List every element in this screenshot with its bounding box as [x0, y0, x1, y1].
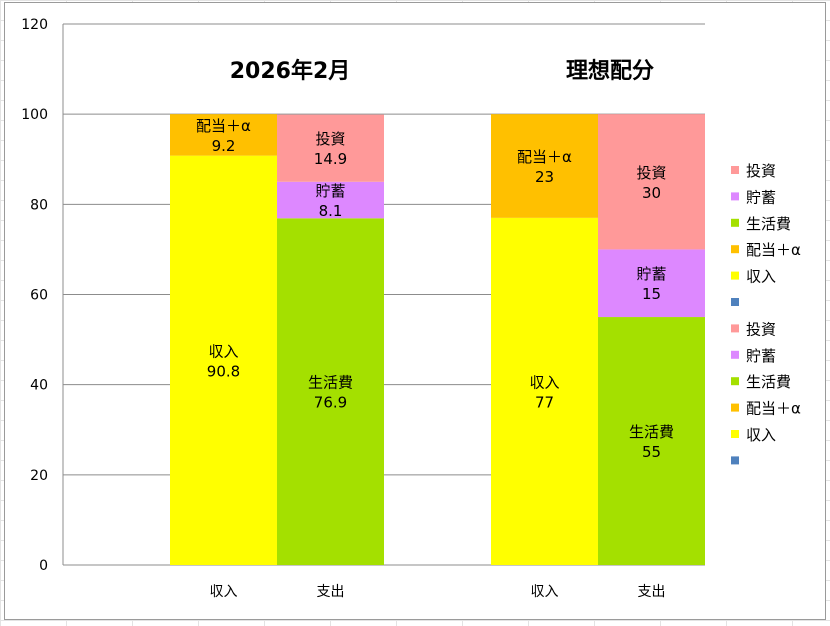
segment-name-label: 投資 — [315, 130, 345, 148]
segment-value-label: 9.2 — [212, 137, 236, 155]
legend-label: 生活費 — [746, 373, 791, 391]
segment-value-label: 55 — [642, 443, 661, 461]
y-tick-label: 120 — [21, 17, 48, 33]
legend-swatch — [731, 271, 739, 280]
bar-segment — [598, 114, 705, 250]
legend-swatch — [731, 377, 739, 386]
group-title: 2026年2月 — [230, 58, 351, 84]
y-tick-label: 80 — [30, 197, 48, 213]
legend-swatch — [731, 403, 739, 412]
segment-name-label: 生活費 — [308, 374, 353, 392]
segment-name-label: 生活費 — [629, 423, 674, 441]
segment-value-label: 15 — [642, 285, 661, 303]
legend-swatch — [731, 218, 739, 227]
legend-label: 生活費 — [746, 215, 791, 233]
segment-value-label: 77 — [535, 393, 554, 411]
x-tick-label: 支出 — [317, 584, 345, 600]
y-tick-label: 20 — [30, 468, 48, 484]
legend-label: 貯蓄 — [746, 188, 776, 206]
bar-segment — [277, 181, 384, 219]
x-tick-label: 収入 — [210, 584, 238, 600]
legend-label: 配当＋α — [746, 400, 801, 418]
bar-segment — [598, 249, 705, 318]
legend-label: 収入 — [746, 426, 776, 444]
segment-name-label: 貯蓄 — [636, 265, 666, 283]
legend-swatch — [731, 245, 739, 254]
segment-value-label: 23 — [535, 168, 554, 186]
legend-label: 配当＋α — [746, 241, 801, 259]
segment-value-label: 30 — [642, 184, 661, 202]
bar-segment — [170, 155, 277, 566]
legend-swatch — [731, 456, 739, 465]
segment-name-label: 貯蓄 — [315, 182, 345, 200]
y-tick-label: 0 — [39, 558, 48, 574]
legend-swatch — [731, 192, 739, 201]
legend-swatch — [731, 324, 739, 333]
segment-value-label: 8.1 — [319, 202, 343, 220]
legend-swatch — [731, 166, 739, 174]
bar-segment — [491, 217, 598, 565]
legend-label: 投資 — [746, 162, 776, 180]
segment-value-label: 14.9 — [314, 150, 347, 168]
segment-name-label: 配当＋α — [517, 148, 572, 166]
y-tick-label: 40 — [30, 378, 48, 394]
segment-value-label: 90.8 — [207, 362, 240, 380]
legend-swatch — [731, 298, 739, 306]
bar-segment — [170, 114, 277, 156]
legend-swatch — [731, 430, 739, 438]
legend-swatch — [731, 350, 739, 359]
segment-name-label: 投資 — [636, 164, 666, 182]
group-title: 理想配分 — [566, 59, 654, 84]
x-tick-label: 支出 — [638, 584, 666, 600]
segment-name-label: 配当＋α — [196, 117, 251, 135]
y-tick-label: 100 — [21, 107, 48, 123]
x-tick-label: 収入 — [531, 584, 559, 600]
segment-name-label: 収入 — [208, 342, 238, 360]
segment-name-label: 収入 — [529, 373, 559, 391]
bar-segment — [598, 317, 705, 565]
bar-segment — [277, 114, 384, 182]
segment-value-label: 76.9 — [314, 394, 347, 412]
legend-label: 投資 — [746, 320, 776, 338]
bar-segment — [491, 114, 598, 218]
y-tick-label: 60 — [30, 288, 48, 304]
bar-segment — [277, 218, 384, 565]
legend-label: 収入 — [746, 268, 776, 286]
legend-label: 貯蓄 — [746, 347, 776, 365]
